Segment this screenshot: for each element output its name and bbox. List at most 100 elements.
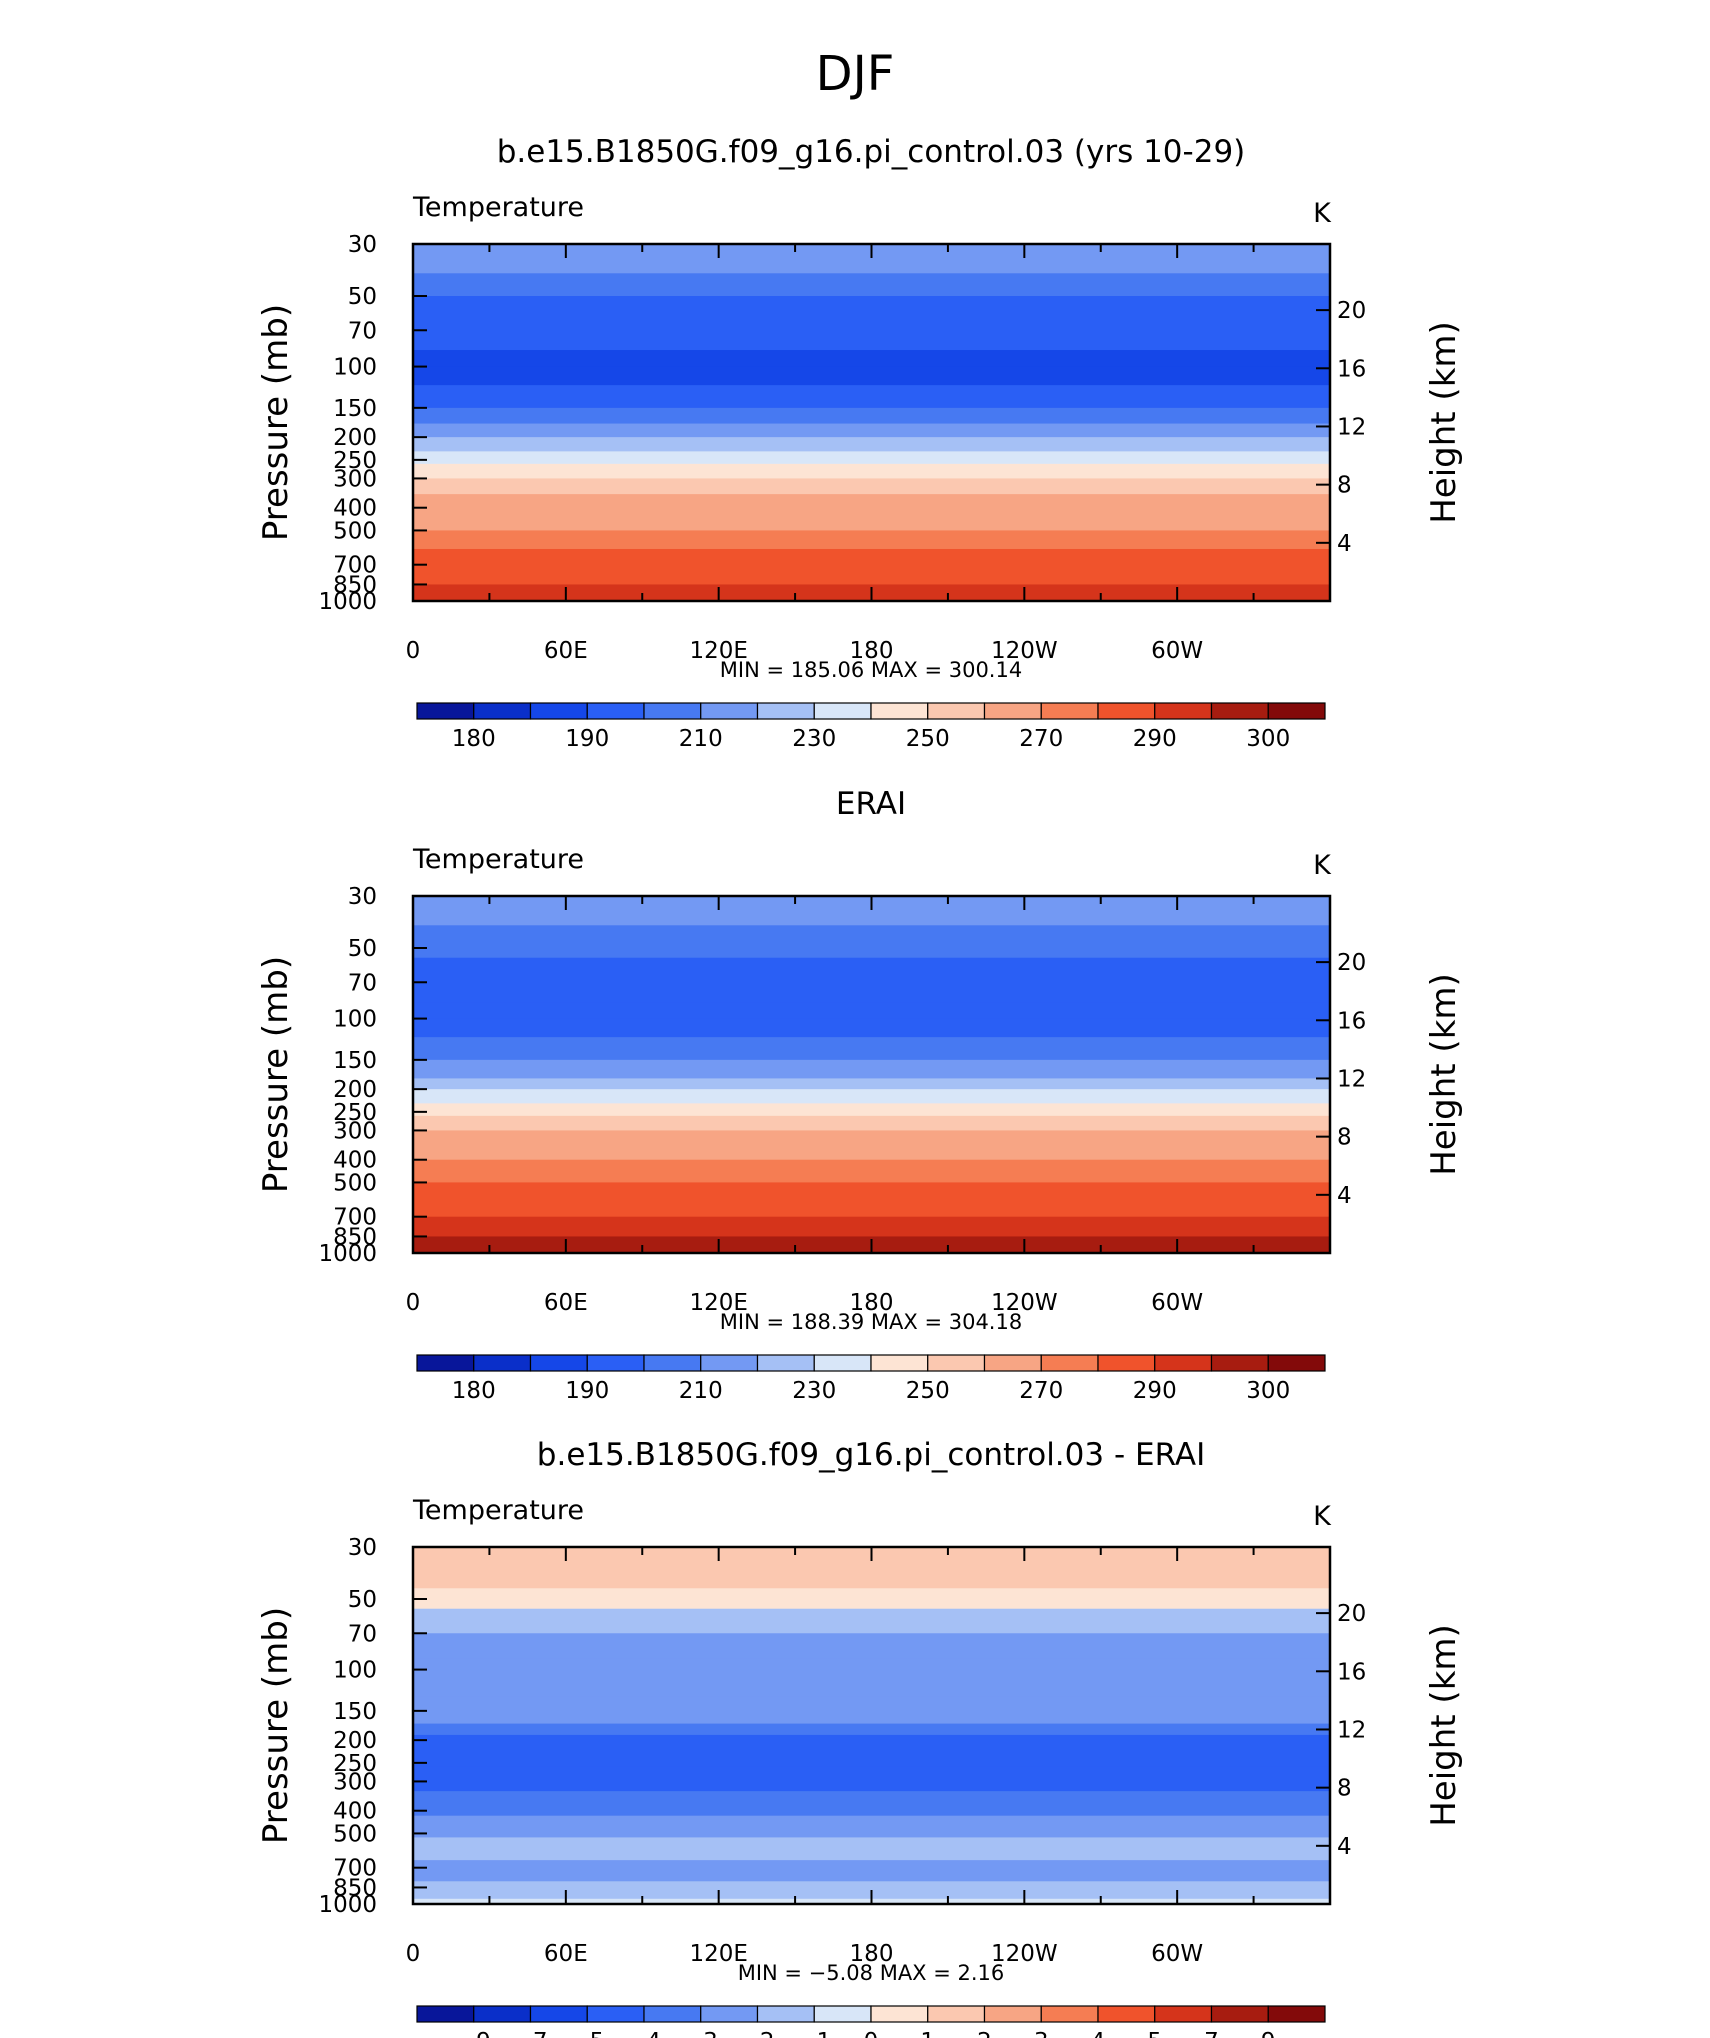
contour-band — [413, 451, 1330, 465]
y-axis-label: Pressure (mb) — [256, 304, 296, 541]
height-tick-label: 4 — [1337, 1183, 1352, 1209]
units-label: K — [1313, 1501, 1332, 1532]
colorbar-swatch — [1040, 1354, 1099, 1372]
y-tick-label: 100 — [333, 1658, 377, 1684]
y-tick-label: 30 — [348, 232, 377, 258]
colorbar-swatch — [870, 702, 929, 720]
contour-band — [413, 1608, 1330, 1634]
colorbar-label: 300 — [1246, 1378, 1290, 1404]
contour-band — [413, 507, 1330, 532]
colorbar-label: 250 — [906, 1378, 950, 1404]
y-tick-label: 300 — [333, 1118, 377, 1144]
y-axis-height: 20 16 12 8 4 — [1316, 950, 1366, 1209]
height-tick-label: 12 — [1337, 1717, 1366, 1743]
height-tick-label: 16 — [1337, 356, 1366, 382]
colorbar-label: 230 — [792, 1378, 836, 1404]
y-tick-label: 850 — [333, 572, 377, 598]
contour-band — [413, 1734, 1330, 1768]
height-tick-label: 4 — [1337, 531, 1352, 557]
contour-band — [413, 463, 1330, 480]
colorbar-label: 190 — [565, 1378, 609, 1404]
contour-band — [413, 925, 1330, 959]
contour-band — [413, 437, 1330, 452]
stats-label: MIN = 185.06 MAX = 300.14 — [720, 658, 1022, 682]
panel-title: b.e15.B1850G.f09_g16.pi_control.03 - ERA… — [537, 1437, 1205, 1473]
height-tick-label: 8 — [1337, 1776, 1352, 1802]
variable-label: Temperature — [412, 1495, 584, 1526]
height-tick-label: 16 — [1337, 1659, 1366, 1685]
colorbar-swatch — [529, 702, 588, 720]
panel-3: b.e15.B1850G.f09_g16.pi_control.03 - ERA… — [256, 1437, 1464, 2038]
y-tick-label: 500 — [333, 1170, 377, 1196]
x-tick-label: 180 — [850, 638, 894, 664]
y-tick-label: 250 — [333, 448, 377, 474]
contour-band — [413, 330, 1330, 351]
colorbar-label: 290 — [1133, 726, 1177, 752]
y-tick-label: 700 — [333, 1205, 377, 1231]
y-tick-label: 400 — [333, 1799, 377, 1825]
contour-band — [413, 1837, 1330, 1861]
contour-band — [413, 478, 1330, 495]
colorbar-label: −4 — [627, 2029, 661, 2038]
colorbar-swatch — [983, 2005, 1042, 2023]
height-axis-label: Height (km) — [1424, 1624, 1464, 1827]
x-tick-label: 180 — [850, 1290, 894, 1316]
colorbar-swatch — [1154, 2005, 1213, 2023]
colorbar-label: 3 — [1034, 2029, 1049, 2038]
colorbar-label: 230 — [792, 726, 836, 752]
colorbar-swatch — [1040, 702, 1099, 720]
colorbar-swatch — [870, 1354, 929, 1372]
height-tick-label: 4 — [1337, 1834, 1352, 1860]
colorbar-swatch — [700, 702, 759, 720]
colorbar-label: 250 — [906, 726, 950, 752]
contour-band — [413, 1766, 1330, 1792]
y-tick-label: 700 — [333, 1856, 377, 1882]
y-tick-label: 100 — [333, 1007, 377, 1033]
y-tick-label: 30 — [348, 884, 377, 910]
figure-title: DJF — [816, 46, 895, 102]
contour-band — [413, 1089, 1330, 1104]
colorbar-swatch — [927, 702, 986, 720]
colorbar-swatch — [1097, 2005, 1156, 2023]
colorbar-swatch — [416, 2005, 475, 2023]
y-tick-label: 1000 — [318, 589, 377, 615]
y-tick-label: 850 — [333, 1875, 377, 1901]
colorbar-label: 190 — [565, 726, 609, 752]
y-tick-label: 150 — [333, 1048, 377, 1074]
contour-band — [413, 366, 1330, 386]
x-tick-label: 120E — [689, 638, 747, 664]
contour-band — [413, 1200, 1330, 1218]
contour-band — [413, 1588, 1330, 1610]
contour-bands — [413, 244, 1330, 602]
contour-band — [413, 1059, 1330, 1080]
colorbar-swatch — [756, 702, 815, 720]
x-tick-label: 0 — [406, 1290, 421, 1316]
y-tick-label: 50 — [348, 284, 377, 310]
colorbar-swatch — [813, 702, 872, 720]
height-tick-label: 20 — [1337, 950, 1366, 976]
y-axis-label: Pressure (mb) — [256, 1607, 296, 1844]
y-tick-label: 250 — [333, 1751, 377, 1777]
contour-band — [413, 530, 1330, 550]
y-tick-label: 500 — [333, 1821, 377, 1847]
x-tick-label: 120W — [991, 1941, 1058, 1967]
y-tick-label: 400 — [333, 496, 377, 522]
y-tick-label: 100 — [333, 355, 377, 381]
contour-band — [413, 1037, 1330, 1061]
contour-band — [413, 1018, 1330, 1038]
colorbar-label: 0 — [864, 2029, 879, 2038]
colorbar: 180 190 210 230 250 270 290 300 — [416, 1354, 1326, 1404]
y-tick-label: 200 — [333, 1077, 377, 1103]
colorbar-swatch — [813, 2005, 872, 2023]
colorbar-swatch — [1210, 2005, 1269, 2023]
y-tick-label: 1000 — [318, 1241, 377, 1267]
x-tick-label: 0 — [406, 638, 421, 664]
height-tick-label: 8 — [1337, 473, 1352, 499]
y-tick-label: 250 — [333, 1100, 377, 1126]
x-tick-label: 120E — [689, 1941, 747, 1967]
contour-band — [413, 296, 1330, 331]
colorbar-swatch — [586, 702, 645, 720]
colorbar-swatch — [1097, 702, 1156, 720]
panel-title: ERAI — [836, 786, 906, 822]
